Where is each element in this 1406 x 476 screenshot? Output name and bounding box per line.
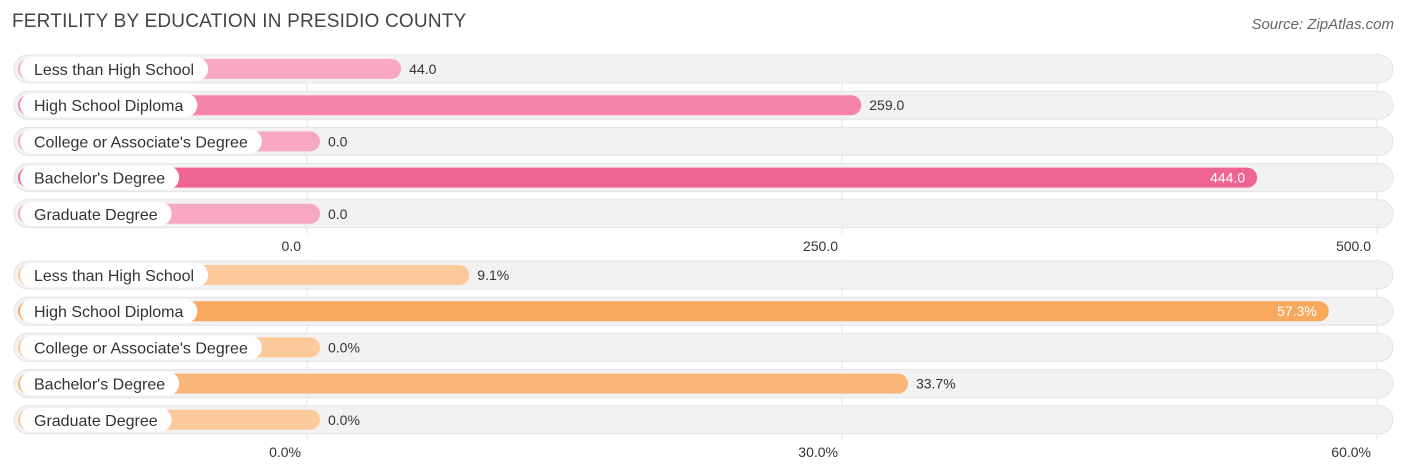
category-pill-0-4 — [20, 201, 172, 226]
value-label-0-4: 0.0 — [328, 206, 348, 222]
category-pill-0-2 — [20, 129, 262, 154]
tick-label-0-2: 500.0 — [1336, 238, 1371, 254]
category-label-0-3: Bachelor's Degree — [34, 171, 165, 188]
category-pill-1-2 — [20, 335, 262, 360]
category-label-0-2: College or Associate's Degree — [34, 134, 248, 151]
row-track-1-4 — [13, 405, 1394, 435]
chart-title: FERTILITY BY EDUCATION IN PRESIDIO COUNT… — [12, 11, 467, 32]
bar-0-1 — [18, 95, 862, 116]
category-label-1-2: College or Associate's Degree — [34, 340, 248, 357]
category-pill-1-0 — [20, 263, 209, 287]
category-label-1-4: Graduate Degree — [34, 413, 158, 430]
value-label-0-1: 259.0 — [869, 97, 904, 113]
value-label-0-2: 0.0 — [328, 133, 348, 149]
category-pill-0-0 — [20, 57, 209, 81]
bar-1-1 — [18, 301, 1329, 322]
value-label-0-3: 444.0 — [1210, 170, 1245, 186]
row-track-1-2 — [13, 332, 1394, 362]
category-pill-1-4 — [20, 407, 172, 432]
tick-label-1-1: 30.0% — [798, 444, 838, 460]
category-pill-0-3 — [20, 165, 180, 190]
value-label-1-4: 0.0% — [328, 412, 360, 428]
category-label-0-4: Graduate Degree — [34, 207, 158, 224]
tick-label-1-2: 60.0% — [1331, 444, 1371, 460]
category-label-1-0: Less than High School — [34, 268, 194, 285]
category-label-0-0: Less than High School — [34, 62, 194, 79]
source-note: Source: ZipAtlas.com — [1251, 16, 1394, 33]
value-label-1-2: 0.0% — [328, 339, 360, 355]
category-label-1-1: High School Diploma — [34, 304, 184, 321]
category-pill-1-1 — [20, 299, 198, 324]
category-pill-1-3 — [20, 371, 180, 396]
tick-label-1-0: 0.0% — [269, 444, 301, 460]
value-label-1-3: 33.7% — [916, 376, 956, 392]
bar-1-3 — [18, 373, 908, 394]
value-label-1-0: 9.1% — [477, 267, 509, 283]
category-pill-0-1 — [20, 93, 198, 118]
row-track-0-2 — [13, 126, 1394, 156]
value-label-1-1: 57.3% — [1277, 303, 1317, 319]
category-label-1-3: Bachelor's Degree — [34, 377, 165, 394]
bar-0-3 — [18, 167, 1258, 188]
tick-label-0-0: 0.0 — [282, 238, 302, 254]
value-label-0-0: 44.0 — [409, 61, 436, 77]
tick-label-0-1: 250.0 — [803, 238, 838, 254]
category-label-0-1: High School Diploma — [34, 98, 184, 115]
row-track-0-4 — [13, 199, 1394, 229]
